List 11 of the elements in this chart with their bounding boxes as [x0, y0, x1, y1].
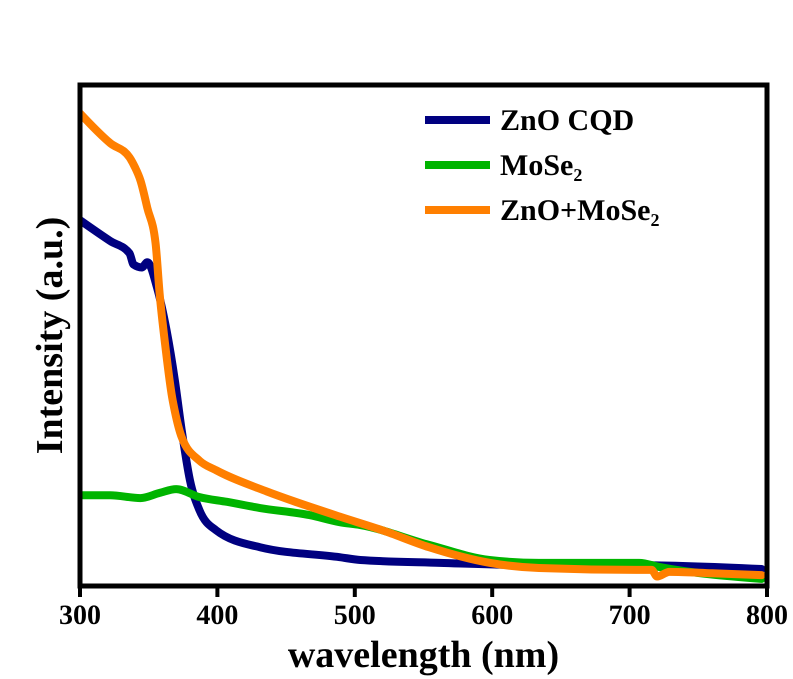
x-tick-label: 500 [334, 600, 376, 631]
legend-label: MoSe₂ [500, 149, 582, 182]
x-tick-label: 700 [608, 600, 651, 631]
x-tick-label: 300 [59, 600, 101, 631]
x-tick-label: 400 [196, 600, 238, 631]
x-tick-label: 800 [746, 600, 788, 631]
legend-label: ZnO+MoSe₂ [500, 194, 660, 227]
x-tick-label: 600 [471, 600, 514, 631]
y-axis-title: Intensity (a.u.) [29, 216, 71, 454]
legend-label: ZnO CQD [500, 104, 634, 137]
x-axis-title: wavelength (nm) [288, 634, 560, 676]
